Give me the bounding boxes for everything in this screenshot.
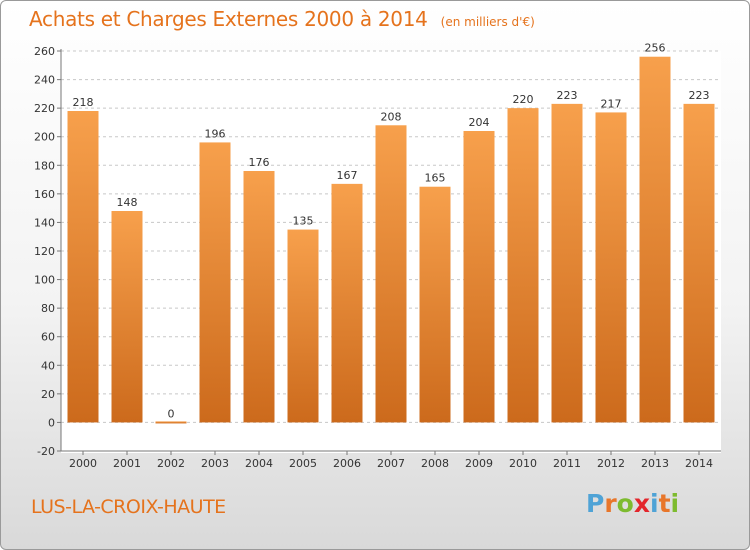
bar: [111, 211, 143, 423]
data-label: 218: [73, 96, 94, 109]
y-tick-label: 100: [34, 274, 55, 287]
y-tick-label: 240: [34, 74, 55, 87]
y-tick-label: -20: [37, 445, 55, 458]
x-tick-label: 2001: [113, 457, 141, 470]
x-tick-label: 2010: [509, 457, 537, 470]
commune-name: LUS-LA-CROIX-HAUTE: [31, 496, 226, 518]
bar: [463, 131, 495, 423]
bar: [551, 103, 583, 423]
y-tick-label: 140: [34, 216, 55, 229]
data-label: 196: [205, 127, 226, 140]
x-tick-label: 2014: [685, 457, 713, 470]
logo-letter: o: [616, 489, 634, 518]
data-label: 204: [469, 116, 490, 129]
bar: [595, 112, 627, 423]
bar: [419, 186, 451, 423]
y-tick-label: 40: [41, 359, 55, 372]
data-label: 148: [117, 196, 138, 209]
logo-letter: P: [586, 489, 605, 518]
x-tick-label: 2003: [201, 457, 229, 470]
bar: [683, 103, 715, 423]
data-label: 256: [645, 42, 666, 55]
data-label: 223: [689, 89, 710, 102]
logo-letter: t: [658, 489, 671, 518]
y-tick-label: 180: [34, 159, 55, 172]
chart-title: Achats et Charges Externes 2000 à 2014: [29, 7, 428, 31]
data-label: 176: [249, 156, 270, 169]
x-tick-label: 2004: [245, 457, 273, 470]
y-tick-label: 60: [41, 331, 55, 344]
bar: [155, 421, 187, 424]
x-tick-label: 2002: [157, 457, 185, 470]
y-tick-label: 160: [34, 188, 55, 201]
unit-note: (en milliers d'€): [440, 15, 535, 29]
y-tick-label: 260: [34, 45, 55, 58]
bar: [639, 56, 671, 423]
data-label: 0: [168, 407, 175, 420]
x-tick-label: 2008: [421, 457, 449, 470]
y-tick-label: 0: [48, 416, 55, 429]
y-tick-label: 220: [34, 102, 55, 115]
y-tick-label: 120: [34, 245, 55, 258]
axes: -200204060801001201401601802002202402602…: [34, 45, 721, 470]
y-tick-label: 80: [41, 302, 55, 315]
data-label: 135: [293, 215, 314, 228]
x-tick-label: 2005: [289, 457, 317, 470]
x-tick-label: 2009: [465, 457, 493, 470]
y-tick-label: 200: [34, 131, 55, 144]
proxiti-logo: Proxiti: [586, 489, 679, 518]
x-tick-label: 2007: [377, 457, 405, 470]
bar: [287, 229, 319, 423]
data-labels: 218 148 0 196 176 135 167 208 165 204 220 223 217 256…: [73, 42, 710, 421]
data-label: 220: [513, 93, 534, 106]
x-tick-label: 2006: [333, 457, 361, 470]
data-label: 167: [337, 169, 358, 182]
data-label: 208: [381, 110, 402, 123]
bar: [375, 125, 407, 423]
data-label: 217: [601, 97, 622, 110]
x-tick-label: 2011: [553, 457, 581, 470]
logo-letter: i: [650, 489, 659, 518]
logo-letter: x: [633, 489, 650, 518]
logo-letter: r: [604, 489, 617, 518]
logo-letter: i: [670, 489, 680, 518]
x-tick-label: 2000: [69, 457, 97, 470]
x-tick-label: 2012: [597, 457, 625, 470]
bars: [67, 56, 715, 424]
bar: [331, 183, 363, 423]
bar: [67, 111, 99, 423]
y-tick-label: 20: [41, 388, 55, 401]
data-label: 223: [557, 89, 578, 102]
data-label: 165: [425, 172, 446, 185]
bar: [199, 142, 231, 423]
bar: [507, 108, 539, 423]
x-tick-label: 2013: [641, 457, 669, 470]
chart-title-block: Achats et Charges Externes 2000 à 2014 (…: [29, 7, 535, 31]
bar: [243, 171, 275, 423]
